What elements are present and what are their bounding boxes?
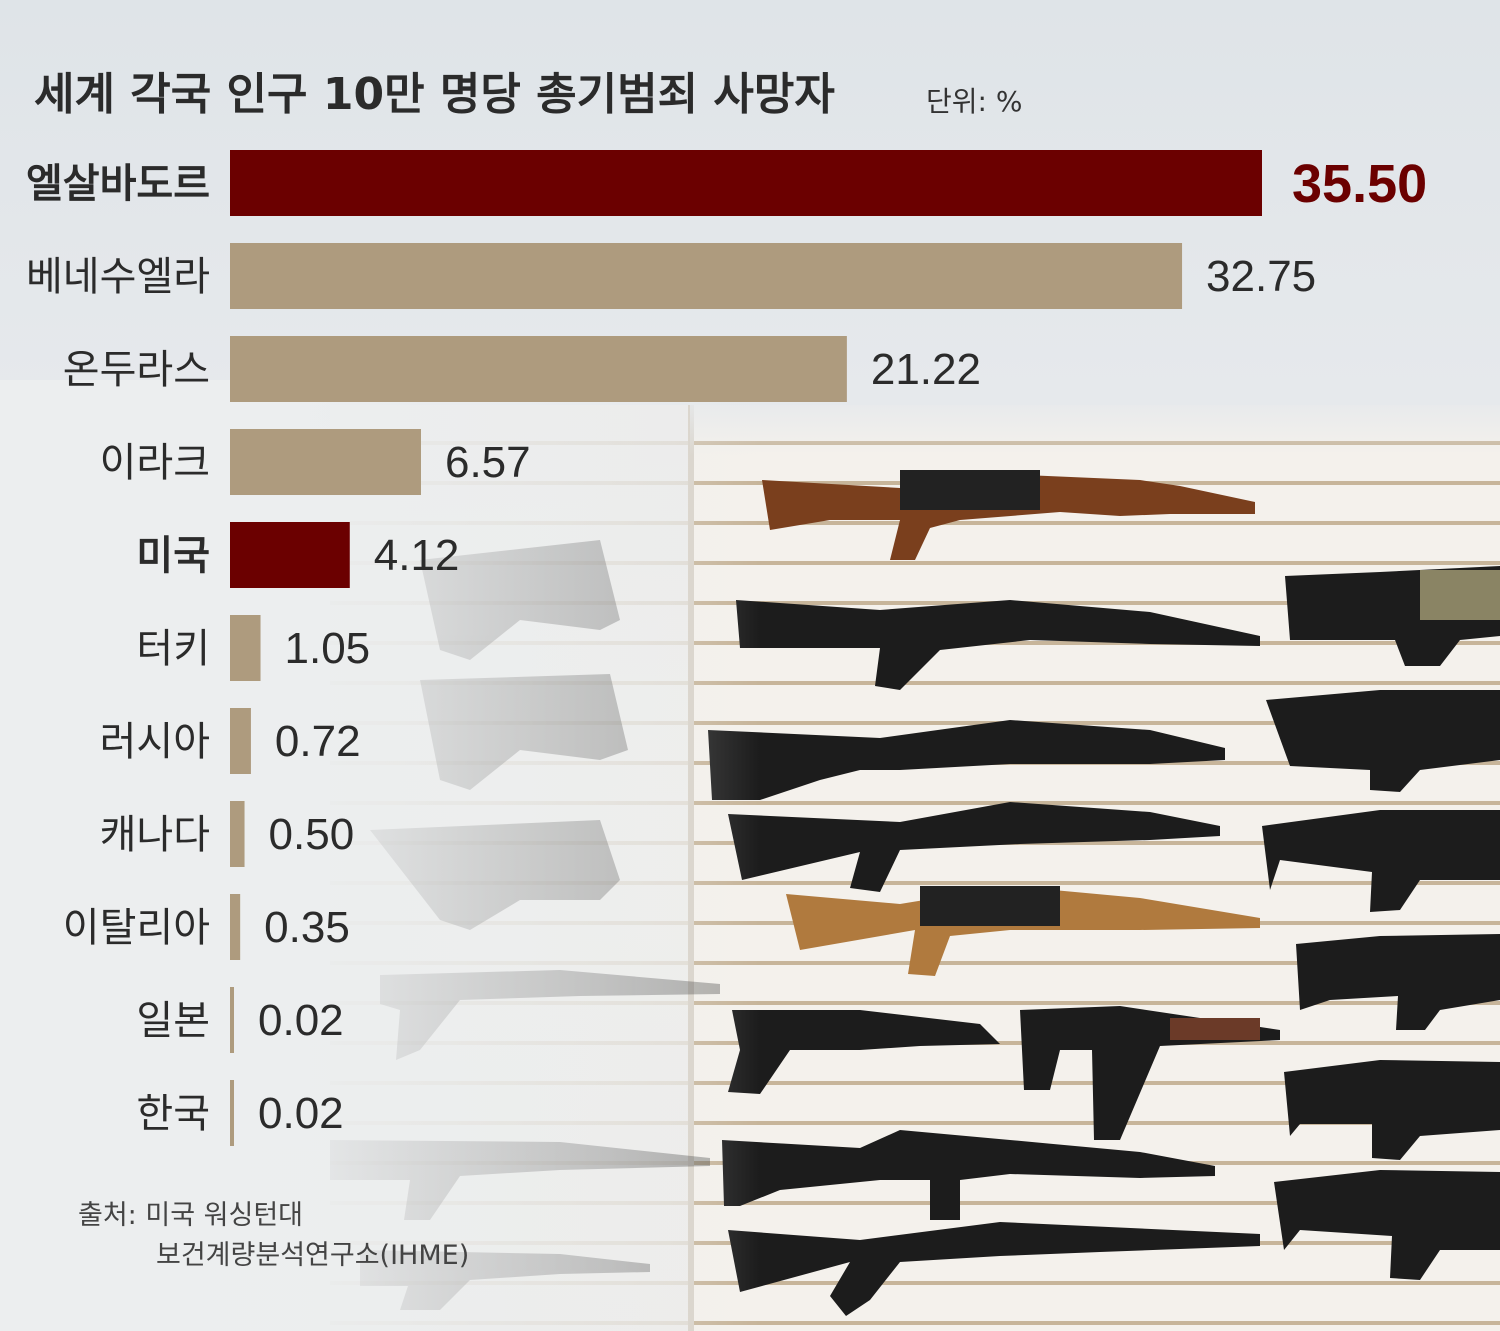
value-label: 0.72 [275, 717, 361, 766]
value-label: 21.22 [871, 345, 981, 394]
source-line1: 미국 워싱턴대 [145, 1200, 303, 1231]
bar-11 [230, 1080, 234, 1146]
value-label: 1.05 [285, 624, 371, 673]
bar-9 [230, 894, 241, 960]
category-label: 이라크 [100, 440, 210, 486]
unit-label: 단위: % [926, 85, 1023, 118]
value-label: 0.02 [258, 1089, 344, 1138]
bar-5 [230, 522, 350, 588]
value-label: 32.75 [1206, 252, 1316, 301]
category-label: 베네수엘라 [26, 254, 210, 300]
bar-7 [230, 708, 251, 774]
bar-10 [230, 987, 234, 1053]
bar-1 [230, 150, 1262, 216]
value-label: 35.50 [1292, 154, 1427, 214]
category-label: 이탈리아 [63, 905, 210, 951]
source-line2: 보건계량분석연구소(IHME) [156, 1240, 470, 1271]
value-label: 0.50 [269, 810, 355, 859]
category-label: 온두라스 [63, 347, 210, 393]
background-fade [690, 395, 1500, 455]
bar-2 [230, 243, 1183, 309]
bar-6 [230, 615, 261, 681]
bar-4 [230, 429, 421, 495]
value-label: 6.57 [445, 438, 531, 487]
category-label: 한국 [136, 1091, 210, 1137]
source-note: 출처: 미국 워싱턴대 보건계량분석연구소(IHME) [78, 1196, 469, 1276]
category-label: 터키 [136, 626, 210, 672]
category-label: 러시아 [100, 719, 210, 765]
category-label: 미국 [136, 533, 210, 579]
bar-8 [230, 801, 245, 867]
value-label: 4.12 [374, 531, 460, 580]
value-label: 0.02 [258, 996, 344, 1045]
category-label: 캐나다 [100, 812, 210, 858]
category-label: 엘살바도르 [26, 161, 210, 207]
value-label: 0.35 [264, 903, 350, 952]
chart-title: 세계 각국 인구 10만 명당 총기범죄 사망자 [34, 69, 835, 120]
background-fade [0, 380, 760, 1331]
source-label: 출처: [78, 1200, 137, 1231]
bar-3 [230, 336, 847, 402]
category-label: 일본 [136, 998, 210, 1044]
